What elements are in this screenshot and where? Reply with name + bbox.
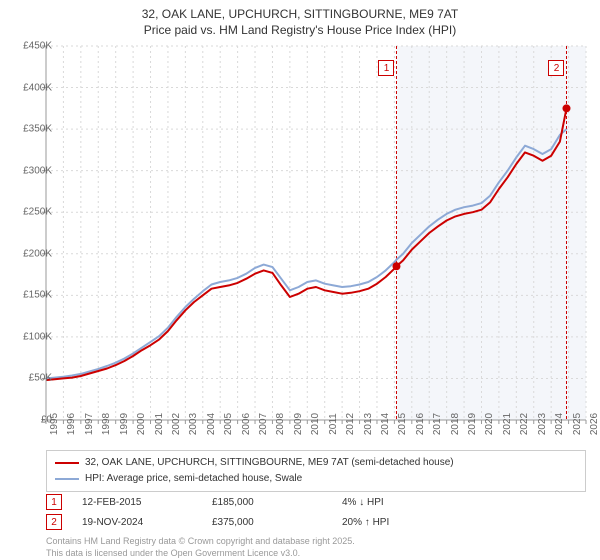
x-tick-label: 1997	[84, 413, 95, 435]
x-tick-label: 2009	[293, 413, 304, 435]
x-tick-label: 2000	[136, 413, 147, 435]
x-tick-label: 2019	[467, 413, 478, 435]
marker-delta-2: 20% ↑ HPI	[342, 517, 472, 528]
x-tick-label: 2023	[537, 413, 548, 435]
x-tick-label: 2008	[275, 413, 286, 435]
x-tick-label: 2017	[432, 413, 443, 435]
footer-line2: This data is licensed under the Open Gov…	[46, 548, 355, 560]
marker-delta-1: 4% ↓ HPI	[342, 497, 472, 508]
x-tick-label: 2026	[589, 413, 600, 435]
title-line2: Price paid vs. HM Land Registry's House …	[0, 22, 600, 38]
marker-date-2: 19-NOV-2024	[82, 517, 212, 528]
marker-row-1: 1 12-FEB-2015 £185,000 4% ↓ HPI	[46, 494, 586, 510]
x-tick-label: 2025	[572, 413, 583, 435]
marker-price-2: £375,000	[212, 517, 342, 528]
x-tick-label: 2011	[328, 413, 339, 435]
legend-row-price-paid: 32, OAK LANE, UPCHURCH, SITTINGBOURNE, M…	[55, 455, 577, 471]
legend-swatch-price-paid	[55, 462, 79, 464]
marker-badge-2: 2	[46, 514, 62, 530]
legend-label-hpi: HPI: Average price, semi-detached house,…	[85, 471, 302, 487]
x-tick-label: 2018	[450, 413, 461, 435]
legend-row-hpi: HPI: Average price, semi-detached house,…	[55, 471, 577, 487]
x-tick-label: 1999	[119, 413, 130, 435]
y-tick-label: £150K	[23, 290, 52, 301]
x-tick-label: 2007	[258, 413, 269, 435]
footer: Contains HM Land Registry data © Crown c…	[46, 536, 355, 559]
x-tick-label: 2005	[223, 413, 234, 435]
x-tick-label: 2021	[502, 413, 513, 435]
x-tick-label: 1998	[101, 413, 112, 435]
chart-container: 32, OAK LANE, UPCHURCH, SITTINGBOURNE, M…	[0, 0, 600, 560]
x-tick-label: 2006	[241, 413, 252, 435]
x-tick-label: 2003	[188, 413, 199, 435]
y-tick-label: £250K	[23, 207, 52, 218]
y-tick-label: £300K	[23, 165, 52, 176]
chart-marker-badge-2: 2	[548, 60, 564, 76]
x-tick-label: 1996	[66, 413, 77, 435]
x-tick-label: 2004	[206, 413, 217, 435]
marker-date-1: 12-FEB-2015	[82, 497, 212, 508]
x-tick-label: 1995	[49, 413, 60, 435]
x-tick-label: 2012	[345, 413, 356, 435]
marker-badge-1: 1	[46, 494, 62, 510]
x-tick-label: 2022	[519, 413, 530, 435]
chart-area	[46, 46, 586, 420]
marker-price-1: £185,000	[212, 497, 342, 508]
x-tick-label: 2010	[310, 413, 321, 435]
x-tick-label: 2016	[415, 413, 426, 435]
marker-badge-2-text: 2	[51, 517, 57, 528]
legend-label-price-paid: 32, OAK LANE, UPCHURCH, SITTINGBOURNE, M…	[85, 455, 454, 471]
y-tick-label: £350K	[23, 124, 52, 135]
y-tick-label: £100K	[23, 331, 52, 342]
legend-swatch-hpi	[55, 478, 79, 480]
title-block: 32, OAK LANE, UPCHURCH, SITTINGBOURNE, M…	[0, 0, 600, 38]
chart-marker-badge-1: 1	[378, 60, 394, 76]
x-tick-label: 2015	[397, 413, 408, 435]
x-tick-label: 2001	[154, 413, 165, 435]
x-tick-label: 2024	[554, 413, 565, 435]
y-tick-label: £400K	[23, 82, 52, 93]
marker-badge-1-text: 1	[51, 497, 57, 508]
y-tick-label: £50K	[29, 373, 52, 384]
y-tick-label: £200K	[23, 248, 52, 259]
x-tick-label: 2013	[363, 413, 374, 435]
marker-row-2: 2 19-NOV-2024 £375,000 20% ↑ HPI	[46, 514, 586, 530]
x-tick-label: 2014	[380, 413, 391, 435]
x-tick-label: 2002	[171, 413, 182, 435]
chart-svg	[46, 46, 586, 420]
legend-box: 32, OAK LANE, UPCHURCH, SITTINGBOURNE, M…	[46, 450, 586, 492]
title-line1: 32, OAK LANE, UPCHURCH, SITTINGBOURNE, M…	[0, 6, 600, 22]
y-tick-label: £450K	[23, 41, 52, 52]
x-tick-label: 2020	[484, 413, 495, 435]
footer-line1: Contains HM Land Registry data © Crown c…	[46, 536, 355, 548]
